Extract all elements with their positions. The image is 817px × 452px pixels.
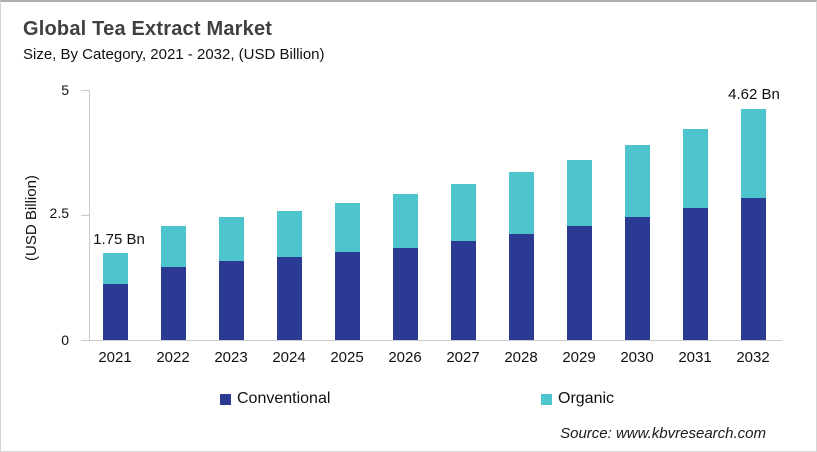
legend-label-conventional: Conventional — [237, 390, 331, 407]
bar-segment-organic-2029 — [566, 159, 592, 226]
bar-segment-organic-2026 — [392, 194, 418, 248]
bar-segment-conventional-2021 — [102, 283, 128, 340]
bar-2021 — [102, 252, 128, 340]
bar-segment-organic-2027 — [450, 183, 476, 241]
bar-2025 — [334, 202, 360, 340]
bar-2027 — [450, 183, 476, 340]
chart-subtitle: Size, By Category, 2021 - 2032, (USD Bil… — [23, 46, 325, 63]
legend-item-conventional: Conventional — [220, 390, 330, 408]
bar-2031 — [682, 129, 708, 340]
x-tick-label-2023: 2023 — [214, 349, 248, 366]
y-tick-mark-5 — [81, 90, 89, 91]
plot-area — [89, 90, 782, 340]
x-tick-label-2022: 2022 — [156, 349, 190, 366]
bar-segment-conventional-2026 — [392, 247, 418, 340]
bar-segment-conventional-2024 — [276, 257, 302, 340]
legend-marker-conventional — [220, 393, 231, 405]
bar-segment-organic-2023 — [218, 217, 244, 261]
x-tick-label-2032: 2032 — [736, 349, 770, 366]
bar-2028 — [508, 172, 534, 340]
x-tick-label-2021: 2021 — [98, 349, 132, 366]
y-tick-mark-0 — [81, 340, 89, 341]
bar-segment-organic-2030 — [624, 144, 650, 217]
bar-segment-conventional-2029 — [566, 226, 592, 340]
data-label-2032: 4.62 Bn — [728, 86, 780, 103]
x-tick-label-2030: 2030 — [620, 349, 654, 366]
y-tick-mark-2-5 — [81, 215, 89, 216]
legend-label-organic: Organic — [558, 390, 615, 407]
y-axis-line — [89, 90, 90, 340]
x-tick-label-2024: 2024 — [272, 349, 306, 366]
bar-segment-conventional-2025 — [334, 252, 360, 340]
page-title: Global Tea Extract Market — [23, 18, 273, 40]
bar-segment-conventional-2030 — [624, 217, 650, 340]
x-tick-label-2026: 2026 — [388, 349, 422, 366]
data-label-2021: 1.75 Bn — [93, 231, 145, 248]
x-tick-label-2029: 2029 — [562, 349, 596, 366]
y-tick-label-2-5: 2.5 — [49, 205, 69, 221]
bar-segment-organic-2031 — [682, 129, 708, 208]
x-tick-label-2028: 2028 — [504, 349, 538, 366]
x-tick-label-2027: 2027 — [446, 349, 480, 366]
x-tick-label-2025: 2025 — [330, 349, 364, 366]
legend-item-organic: Organic — [541, 390, 614, 408]
bar-segment-conventional-2023 — [218, 261, 244, 340]
bar-2026 — [392, 194, 418, 340]
x-axis-line — [89, 340, 782, 341]
bar-segment-conventional-2027 — [450, 241, 476, 340]
bar-2022 — [160, 226, 186, 340]
bar-segment-organic-2025 — [334, 202, 360, 252]
bar-segment-organic-2022 — [160, 226, 186, 267]
bar-segment-organic-2032 — [740, 109, 766, 198]
bar-segment-conventional-2028 — [508, 234, 534, 340]
bar-2023 — [218, 217, 244, 340]
bar-segment-conventional-2032 — [740, 198, 766, 340]
bar-2030 — [624, 144, 650, 340]
y-tick-label-5: 5 — [61, 82, 69, 98]
bar-segment-organic-2024 — [276, 210, 302, 257]
bar-segment-organic-2028 — [508, 172, 534, 234]
legend-marker-organic — [541, 393, 552, 405]
y-tick-label-0: 0 — [61, 332, 69, 348]
bar-segment-organic-2021 — [102, 252, 128, 284]
bar-segment-conventional-2022 — [160, 267, 186, 340]
bar-2032 — [740, 109, 766, 340]
bar-segment-conventional-2031 — [682, 208, 708, 340]
bar-2024 — [276, 210, 302, 340]
source-credit: Source: www.kbvresearch.com — [560, 425, 766, 442]
x-tick-label-2031: 2031 — [678, 349, 712, 366]
bar-2029 — [566, 159, 592, 340]
